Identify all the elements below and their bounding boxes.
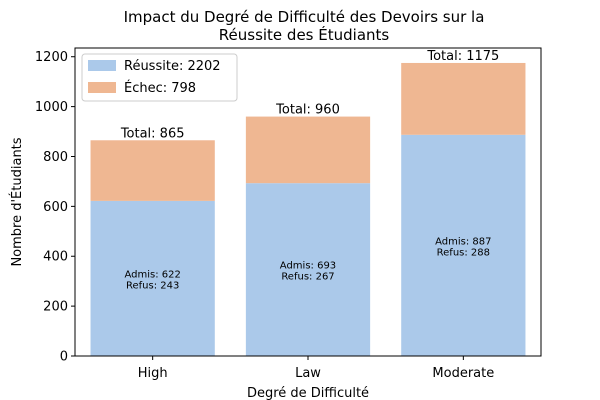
total-label-1: Total: 960 (275, 103, 340, 118)
inner-label-admis-2: Admis: 887 (435, 236, 491, 247)
inner-label-refus-2: Refus: 288 (437, 247, 490, 258)
bar-échec-2 (401, 62, 526, 135)
chart-title-line-1: Impact du Degré de Difficulté des Devoir… (124, 8, 485, 26)
bar-échec-0 (90, 140, 215, 201)
total-label-0: Total: 865 (120, 126, 185, 141)
x-tick-label-1: Law (295, 366, 321, 381)
total-label-2: Total: 1175 (426, 49, 499, 64)
inner-label-refus-1: Refus: 267 (281, 272, 334, 283)
x-tick-label-0: High (138, 366, 168, 381)
inner-label-admis-0: Admis: 622 (124, 269, 180, 280)
plot-frame (74, 47, 542, 357)
legend-label-reussite: Réussite: 2202 (124, 59, 221, 74)
y-tick-label-3: 600 (43, 200, 68, 215)
y-tick-label-5: 1000 (35, 100, 68, 115)
bar-réussite-2 (401, 134, 526, 356)
y-tick-label-1: 200 (43, 300, 68, 315)
legend-label-echec: Échec: 798 (124, 80, 196, 96)
y-tick-label-4: 800 (43, 150, 68, 165)
y-tick-label-6: 1200 (35, 50, 68, 65)
y-tick-label-0: 0 (60, 350, 68, 365)
legend-box (81, 53, 238, 102)
bar-échec-1 (245, 116, 371, 184)
y-axis-label: Nombre d'Étudiants (9, 137, 25, 266)
legend: Réussite: 2202 Échec: 798 (81, 53, 238, 102)
inner-label-refus-0: Refus: 243 (126, 280, 179, 291)
y-tick-label-2: 400 (43, 250, 68, 265)
plot-area: 0 200 400 600 800 1000 1200 High Total: 865 Admis… (35, 49, 526, 381)
x-axis-label: Degré de Difficulté (247, 386, 369, 400)
legend-swatch-reussite (88, 60, 116, 71)
legend-swatch-echec (88, 82, 116, 93)
bar-réussite-0 (90, 200, 215, 356)
inner-label-admis-1: Admis: 693 (280, 261, 336, 272)
bar-réussite-1 (245, 183, 371, 356)
chart-title-line-2: Réussite des Étudiants (219, 25, 390, 44)
x-tick-label-2: Moderate (432, 366, 494, 381)
